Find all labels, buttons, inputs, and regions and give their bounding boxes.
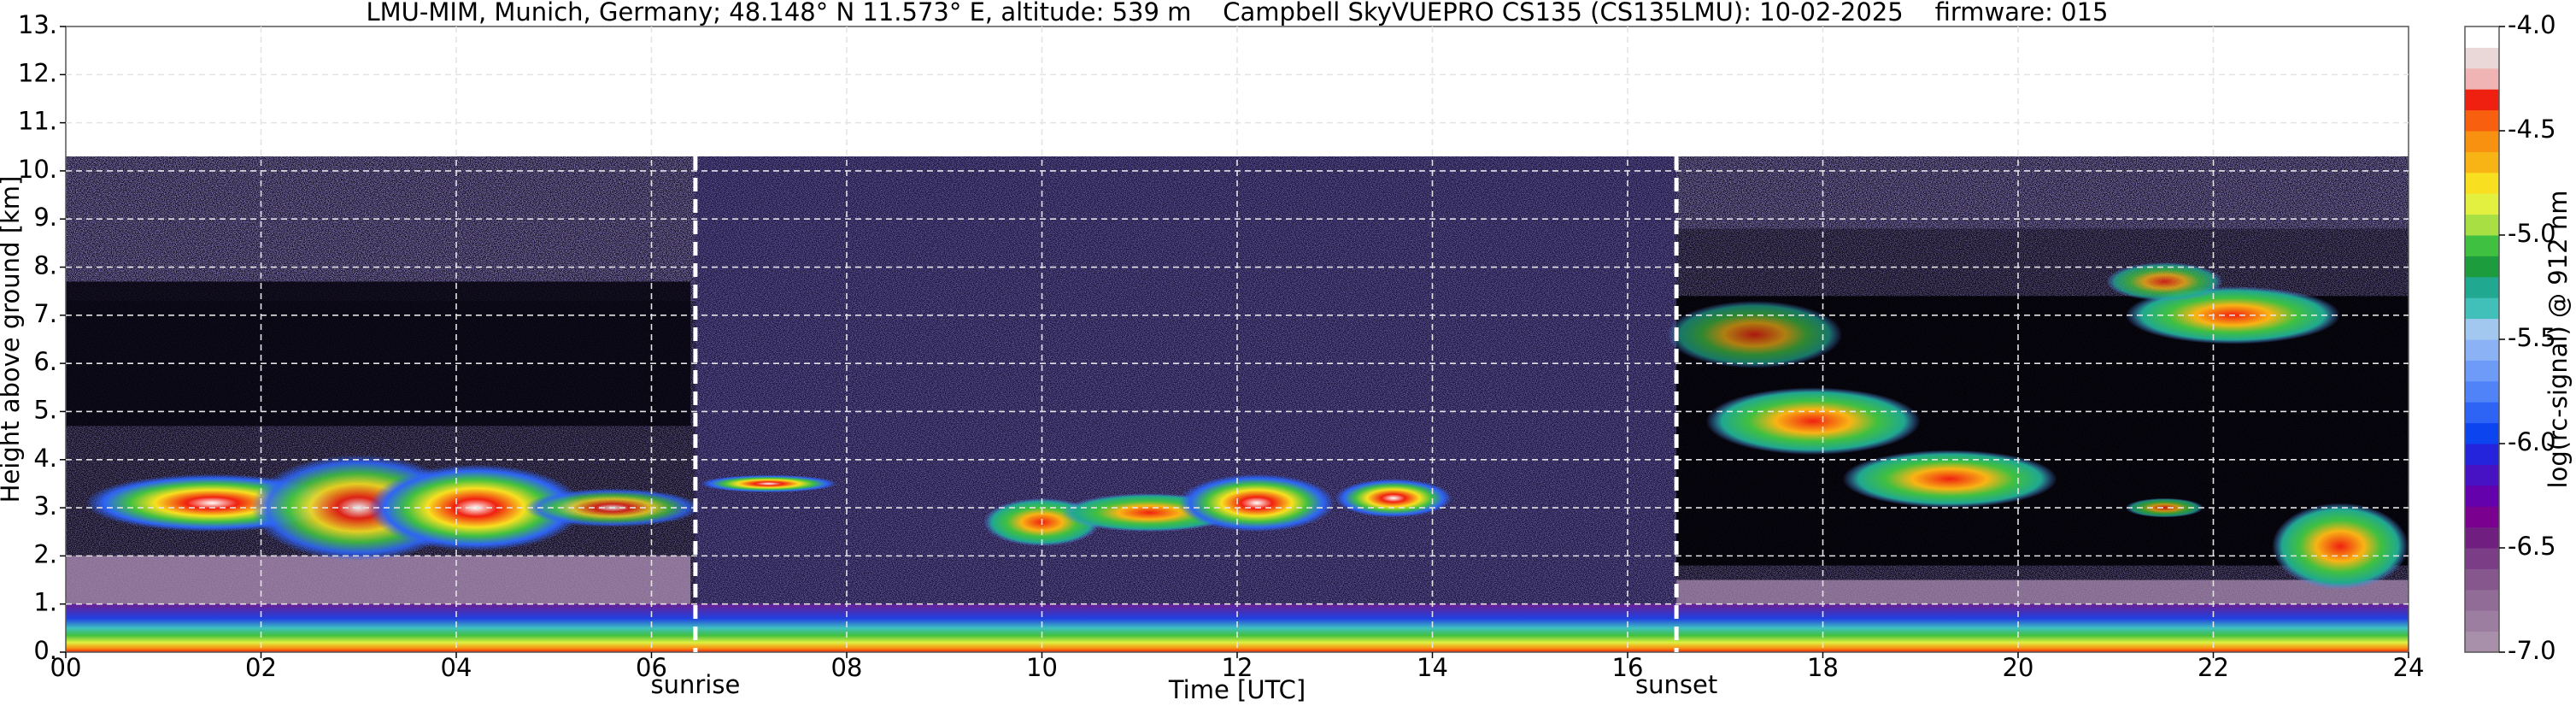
x-tick-label: 04 [441,653,472,682]
x-tick-label: 24 [2393,653,2425,682]
y-tick-label: 13. [18,10,57,39]
colorbar-segment [2465,47,2499,69]
y-tick-label: 2. [33,539,57,568]
colorbar-tick-label: -5.5 [2508,323,2556,352]
chart-title: LMU-MIM, Munich, Germany; 48.148° N 11.5… [367,0,2109,26]
colorbar-segment [2465,360,2499,382]
colorbar-segment [2465,568,2499,591]
y-tick-label: 12. [18,58,57,87]
colorbar-segment [2465,380,2499,403]
colorbar-segment [2465,548,2499,569]
colorbar-segment [2465,26,2499,48]
x-tick-label: 12 [1222,653,1253,682]
colorbar-tick-label: -4.0 [2508,10,2556,39]
x-tick-label: 18 [1807,653,1839,682]
colorbar-label: log(rc-signal) @ 912 nm [2544,191,2573,489]
colorbar-segment [2465,318,2499,340]
colorbar-segment [2465,109,2499,132]
colorbar-segment [2465,68,2499,90]
x-tick-label: 10 [1026,653,1058,682]
colorbar-segment [2465,256,2499,278]
y-tick-label: 10. [18,155,57,184]
colorbar-segment [2465,589,2499,611]
colorbar-tick-label: -5.0 [2508,219,2556,248]
colorbar-segment [2465,214,2499,236]
colorbar-segment [2465,422,2499,444]
annotation-label: sunset [1635,670,1717,699]
colorbar-segment [2465,131,2499,152]
colorbar-segment [2465,485,2499,507]
x-tick-label: 14 [1417,653,1448,682]
colorbar-tick-label: -7.0 [2508,636,2556,665]
y-tick-label: 0. [33,636,57,665]
colorbar-segment [2465,339,2499,361]
colorbar-segment [2465,610,2499,632]
y-tick-label: 5. [33,395,57,424]
x-axis-label: Time [UTC] [1168,675,1306,704]
colorbar-segment [2465,151,2499,174]
colorbar-segment [2465,444,2499,465]
y-tick-label: 6. [33,347,57,376]
colorbar-segment [2465,235,2499,256]
x-tick-label: 00 [50,653,82,682]
y-tick-label: 9. [33,203,57,232]
colorbar-segment [2465,402,2499,424]
y-tick-label: 3. [33,491,57,521]
x-tick-label: 20 [2003,653,2034,682]
y-tick-label: 8. [33,251,57,280]
colorbar-segment [2465,506,2499,528]
x-tick-label: 16 [1612,653,1644,682]
x-tick-label: 02 [245,653,277,682]
colorbar-segment [2465,193,2499,215]
colorbar-tick-label: -6.0 [2508,427,2556,456]
x-tick-label: 22 [2198,653,2229,682]
colorbar-tick-label: -4.5 [2508,115,2556,144]
y-axis-label: Height above ground [km] [0,176,25,503]
colorbar-segment [2465,527,2499,549]
y-tick-label: 1. [33,588,57,617]
y-tick-label: 7. [33,299,57,328]
colorbar-segment [2465,172,2499,194]
colorbar-segment [2465,89,2499,111]
x-tick-label: 06 [636,653,667,682]
colorbar-segment [2465,297,2499,320]
colorbar-segment [2465,276,2499,298]
colorbar-segment [2465,464,2499,486]
x-tick-label: 08 [831,653,863,682]
annotation-label: sunrise [651,670,741,699]
y-tick-label: 4. [33,444,57,473]
y-tick-label: 11. [18,107,57,136]
colorbar-tick-label: -6.5 [2508,532,2556,561]
colorbar-segment [2465,631,2499,653]
